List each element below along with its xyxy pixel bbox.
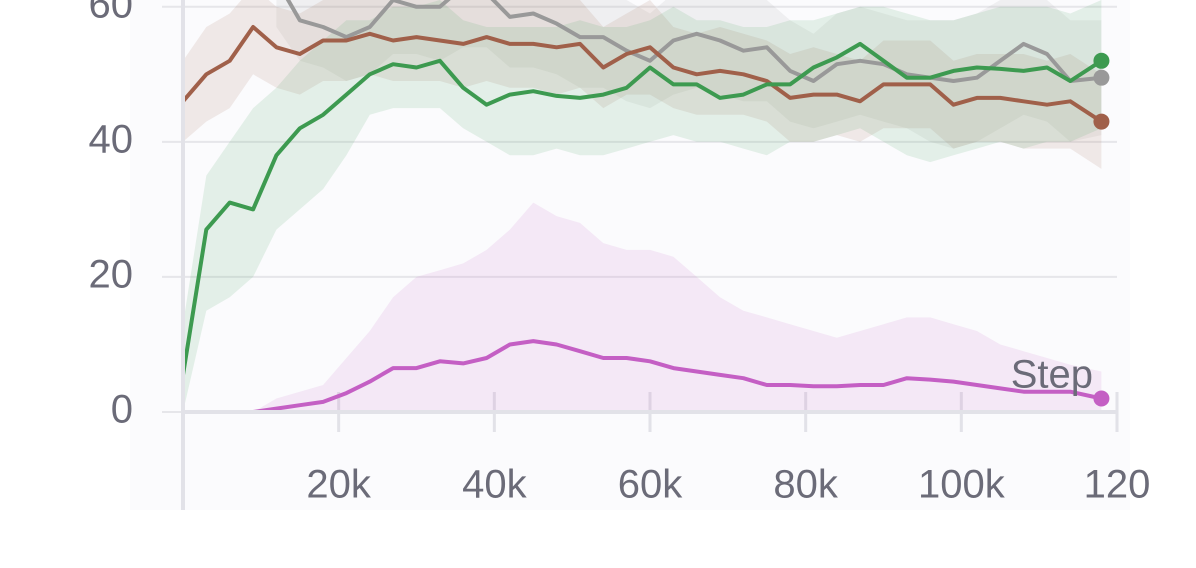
band: [183, 0, 1102, 412]
y-tick-label: 0: [111, 388, 133, 432]
series-line: [183, 41, 1103, 376]
x-tick-label: 120: [1084, 463, 1151, 507]
y-tick-label: 20: [89, 252, 134, 296]
band: [183, 202, 1102, 412]
y-tick-label: 60: [89, 0, 134, 26]
series-line: [285, 0, 1102, 83]
band: [183, 0, 1102, 169]
x-tick-label: 20k: [306, 463, 371, 507]
x-tick-label: 40k: [462, 463, 527, 507]
x-tick-label: 60k: [618, 463, 683, 507]
x-axis-title: Step: [1011, 353, 1093, 397]
series-line: [183, 339, 1102, 412]
end-dot: [1093, 113, 1110, 130]
y-tick-label: 40: [89, 117, 134, 161]
x-tick-label: 80k: [773, 463, 838, 507]
series-line: [183, 25, 1103, 124]
end-dot: [1093, 390, 1110, 407]
end-dot: [1093, 69, 1110, 86]
end-dot: [1093, 52, 1110, 69]
x-tick-label: 100k: [918, 463, 1006, 507]
